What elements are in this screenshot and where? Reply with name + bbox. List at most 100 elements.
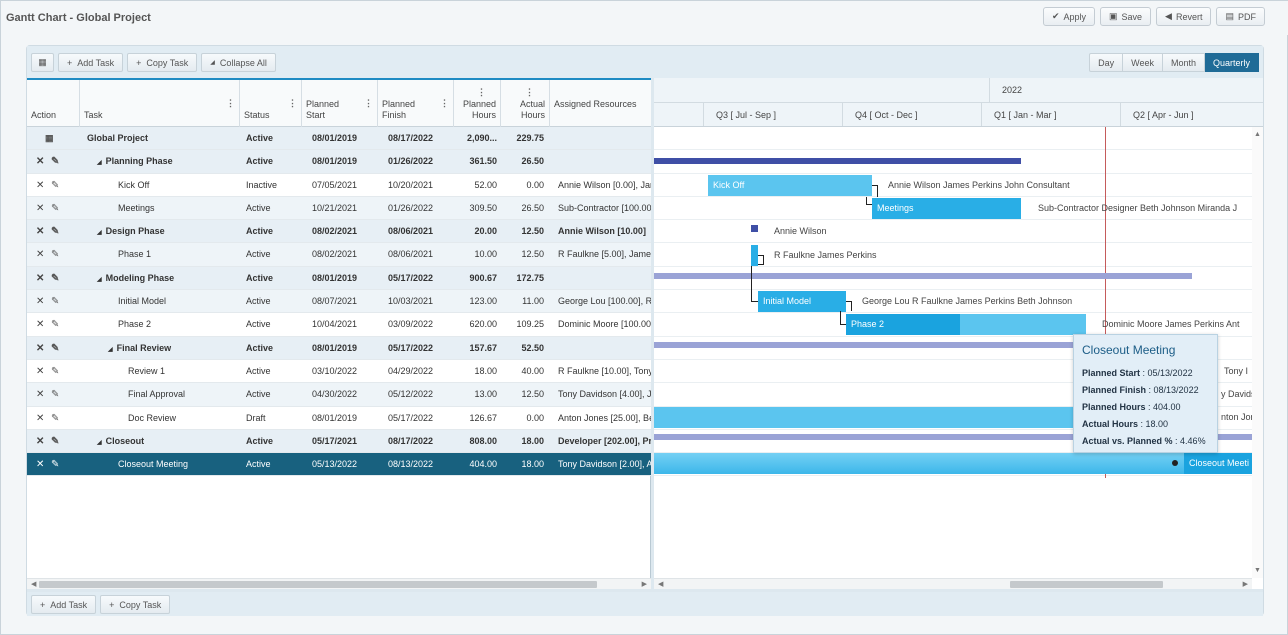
table-row[interactable]: ✕ ✎ ◢ Modeling Phase Active 08/01/2019 05/17/2… (27, 266, 651, 291)
expand-caret-icon[interactable]: ◢ (97, 276, 102, 283)
table-row[interactable]: ✕ ✎ Phase 2 Active 10/04/2021 03/09/2022 620.0… (27, 313, 651, 337)
edit-icon[interactable]: ✎ (51, 319, 60, 331)
task-cell[interactable]: Doc Review (87, 407, 237, 430)
edit-icon[interactable]: ✎ (51, 272, 60, 284)
task-cell[interactable]: ◢ Closeout (87, 430, 237, 453)
actual-hours-cell[interactable]: 0.00 (526, 179, 544, 190)
start-cell[interactable]: 08/02/2021 (312, 226, 358, 237)
edit-icon[interactable]: ✎ (51, 365, 60, 377)
chart-vscrollbar[interactable]: ▲ ▼ (1252, 127, 1263, 578)
start-cell[interactable]: 10/04/2021 (312, 319, 358, 330)
summary-marker-design[interactable] (751, 225, 758, 232)
task-bar-meetings[interactable]: Meetings (872, 198, 1021, 219)
col-start-header[interactable]: Planned Start ⋮ (302, 80, 378, 127)
table-row[interactable]: ✕ ✎ ◢ Closeout Active 05/17/2021 08/17/2022 808… (27, 429, 651, 454)
delete-icon[interactable]: ✕ (36, 342, 45, 354)
resources-cell[interactable]: Annie Wilson [0.00], Jar (558, 179, 651, 190)
planned-hours-cell[interactable]: 10.00 (474, 249, 497, 260)
edit-icon[interactable]: ✎ (51, 412, 60, 424)
resources-cell[interactable]: George Lou [100.00], R (558, 296, 651, 307)
pdf-button[interactable]: ▤ PDF (1216, 7, 1265, 26)
delete-icon[interactable]: ✕ (36, 156, 45, 168)
resources-cell[interactable]: Anton Jones [25.00], Be (558, 412, 651, 423)
scale-week-button[interactable]: Week (1123, 53, 1163, 72)
actual-hours-cell[interactable]: 12.50 (521, 249, 544, 260)
column-menu-icon[interactable]: ⋮ (288, 98, 297, 108)
task-cell[interactable]: ◢ Planning Phase (87, 150, 237, 173)
planned-hours-cell[interactable]: 808.00 (469, 435, 497, 446)
status-cell[interactable]: Active (246, 296, 271, 307)
col-status-header[interactable]: Status ⋮ (240, 80, 302, 127)
actual-hours-cell[interactable]: 229.75 (516, 133, 544, 143)
start-cell[interactable]: 08/01/2019 (312, 342, 358, 353)
table-row[interactable]: ✕ ✎ ◢ Design Phase Active 08/02/2021 08/06/202… (27, 220, 651, 244)
actual-hours-cell[interactable]: 52.50 (521, 342, 544, 353)
edit-icon[interactable]: ✎ (51, 202, 60, 214)
planned-hours-cell[interactable]: 900.67 (469, 272, 497, 283)
scroll-left-icon[interactable]: ◀ (658, 581, 664, 588)
resources-cell[interactable]: Tony Davidson [4.00], J (558, 389, 651, 400)
resources-cell[interactable] (558, 127, 651, 150)
summary-bar-modeling[interactable] (654, 273, 1192, 279)
planned-hours-cell[interactable]: 309.50 (469, 202, 497, 213)
delete-icon[interactable]: ✕ (36, 412, 45, 424)
status-cell[interactable]: Active (246, 133, 274, 143)
finish-cell[interactable]: 10/20/2021 (388, 179, 434, 190)
table-row[interactable]: ✕ ✎ Closeout Meeting Active 05/13/2022 08/13/… (27, 453, 651, 477)
delete-icon[interactable]: ✕ (36, 202, 45, 214)
edit-icon[interactable]: ✎ (51, 226, 60, 238)
table-row[interactable]: ✕ ✎ Kick Off Inactive 07/05/2021 10/20/2021 52… (27, 173, 651, 197)
column-menu-icon[interactable]: ⋮ (364, 98, 373, 108)
grid-hscrollbar[interactable]: ◀ ▶ (27, 578, 651, 589)
status-cell[interactable]: Active (246, 319, 271, 330)
scroll-up-icon[interactable]: ▲ (1254, 131, 1261, 138)
column-menu-icon[interactable]: ⋮ (525, 87, 534, 97)
scale-quarterly-button[interactable]: Quarterly (1204, 53, 1259, 72)
expand-caret-icon[interactable]: ◢ (97, 160, 102, 167)
finish-cell[interactable]: 04/29/2022 (388, 365, 434, 376)
actual-hours-cell[interactable]: 26.50 (521, 156, 544, 167)
finish-cell[interactable]: 05/12/2022 (388, 389, 434, 400)
finish-cell[interactable]: 08/13/2022 (388, 459, 434, 470)
status-cell[interactable]: Active (246, 459, 271, 470)
start-cell[interactable]: 10/21/2021 (312, 202, 358, 213)
delete-icon[interactable]: ✕ (36, 272, 45, 284)
table-row[interactable]: ✕ ✎ Review 1 Active 03/10/2022 04/29/2022 18.0… (27, 359, 651, 384)
column-menu-icon[interactable]: ⋮ (440, 98, 449, 108)
start-cell[interactable]: 05/17/2021 (312, 435, 358, 446)
planned-hours-cell[interactable]: 18.00 (474, 365, 497, 376)
delete-icon[interactable]: ✕ (36, 319, 45, 331)
table-row[interactable]: ▦ Global Project Active 08/01/2019 08/17/202… (27, 127, 651, 151)
delete-icon[interactable]: ✕ (36, 226, 45, 238)
task-cell[interactable]: Phase 1 (87, 243, 237, 266)
finish-cell[interactable]: 01/26/2022 (388, 202, 434, 213)
task-bar-phase-2[interactable]: Phase 2 (846, 314, 1086, 335)
finish-cell[interactable]: 08/06/2021 (388, 249, 434, 260)
delete-icon[interactable]: ✕ (36, 435, 45, 447)
resources-cell[interactable]: Developer [202.00], Pro (558, 435, 651, 446)
status-cell[interactable]: Active (246, 156, 274, 167)
link-handle-icon[interactable] (1172, 460, 1178, 466)
scroll-right-icon[interactable]: ▶ (1242, 581, 1248, 588)
edit-icon[interactable]: ✎ (51, 296, 60, 308)
planned-hours-cell[interactable]: 361.50 (469, 156, 497, 167)
task-cell[interactable]: Global Project (87, 127, 237, 150)
start-cell[interactable]: 08/01/2019 (312, 156, 358, 167)
task-cell[interactable]: ◢ Final Review (87, 337, 237, 360)
actual-hours-cell[interactable]: 12.50 (521, 226, 544, 237)
status-cell[interactable]: Active (246, 249, 271, 260)
planned-hours-cell[interactable]: 620.00 (469, 319, 497, 330)
scale-month-button[interactable]: Month (1162, 53, 1205, 72)
actual-hours-cell[interactable]: 172.75 (516, 272, 544, 283)
save-button[interactable]: ▣ Save (1100, 7, 1152, 26)
actual-hours-cell[interactable]: 26.50 (521, 202, 544, 213)
finish-cell[interactable]: 05/17/2022 (388, 272, 434, 283)
scroll-down-icon[interactable]: ▼ (1254, 567, 1261, 574)
resources-cell[interactable] (558, 337, 651, 360)
task-cell[interactable]: Closeout Meeting (87, 453, 237, 476)
finish-cell[interactable]: 01/26/2022 (388, 156, 434, 167)
edit-icon[interactable]: ✎ (51, 249, 60, 261)
task-bar-initial-model[interactable]: Initial Model (758, 291, 846, 312)
task-bar-phase-1[interactable] (751, 245, 758, 266)
planned-hours-cell[interactable]: 52.00 (474, 179, 497, 190)
